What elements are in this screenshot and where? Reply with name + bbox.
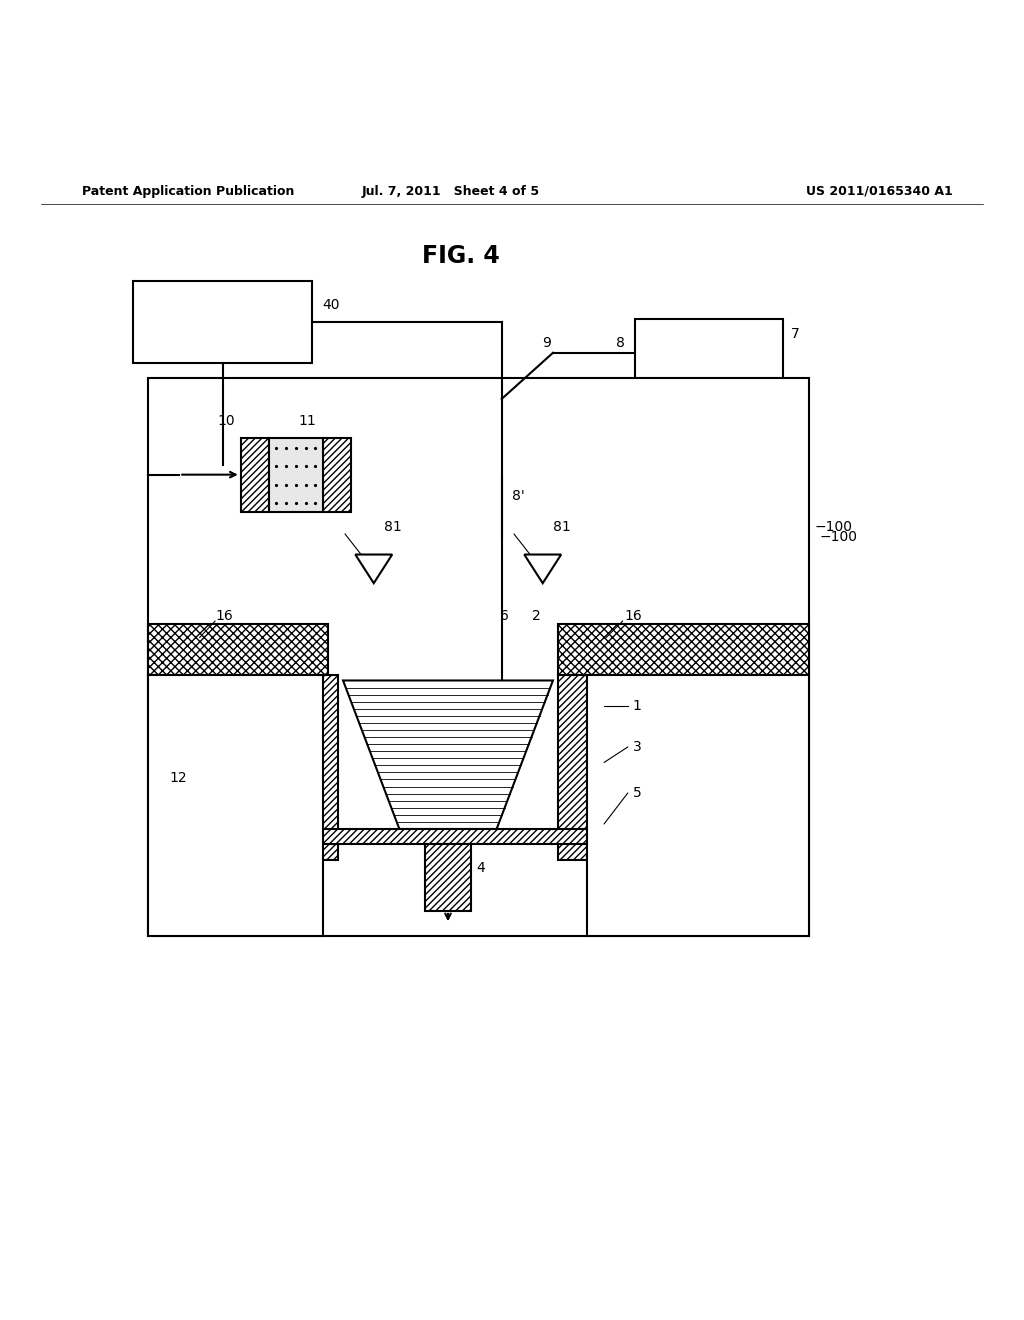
- Text: 2: 2: [532, 609, 542, 623]
- Polygon shape: [524, 554, 561, 583]
- Bar: [635, 319, 783, 385]
- Text: 8': 8': [512, 490, 524, 503]
- Bar: [425, 845, 471, 911]
- Bar: [323, 438, 351, 512]
- Text: 11: 11: [298, 413, 316, 428]
- Text: 3: 3: [633, 741, 642, 754]
- Text: 12: 12: [169, 771, 186, 785]
- Bar: [587, 676, 809, 936]
- Text: 8: 8: [615, 335, 625, 350]
- Bar: [241, 438, 269, 512]
- Text: Jul. 7, 2011   Sheet 4 of 5: Jul. 7, 2011 Sheet 4 of 5: [361, 185, 540, 198]
- Bar: [309, 829, 587, 845]
- Text: 81: 81: [553, 520, 570, 533]
- Text: 81: 81: [384, 520, 401, 533]
- Text: 16: 16: [625, 609, 642, 623]
- Bar: [148, 379, 809, 936]
- Bar: [148, 676, 323, 936]
- Text: 4: 4: [476, 861, 485, 875]
- Bar: [148, 624, 328, 676]
- Text: 6: 6: [500, 609, 509, 623]
- Text: −100: −100: [819, 531, 857, 544]
- Text: 1: 1: [633, 700, 642, 713]
- Polygon shape: [343, 681, 553, 829]
- Text: 40: 40: [323, 298, 340, 312]
- Polygon shape: [355, 554, 392, 583]
- Text: FIG. 4: FIG. 4: [422, 243, 500, 268]
- Text: Patent Application Publication: Patent Application Publication: [82, 185, 294, 198]
- Bar: [133, 281, 312, 363]
- Text: 9: 9: [542, 335, 551, 350]
- Text: 10: 10: [218, 413, 236, 428]
- Bar: [269, 438, 323, 512]
- Text: 7: 7: [791, 327, 800, 342]
- Text: −100: −100: [814, 520, 852, 533]
- Text: 5: 5: [633, 787, 642, 800]
- Text: 16: 16: [215, 609, 232, 623]
- Text: US 2011/0165340 A1: US 2011/0165340 A1: [806, 185, 952, 198]
- Bar: [309, 676, 338, 859]
- Bar: [558, 624, 809, 676]
- Bar: [558, 676, 587, 859]
